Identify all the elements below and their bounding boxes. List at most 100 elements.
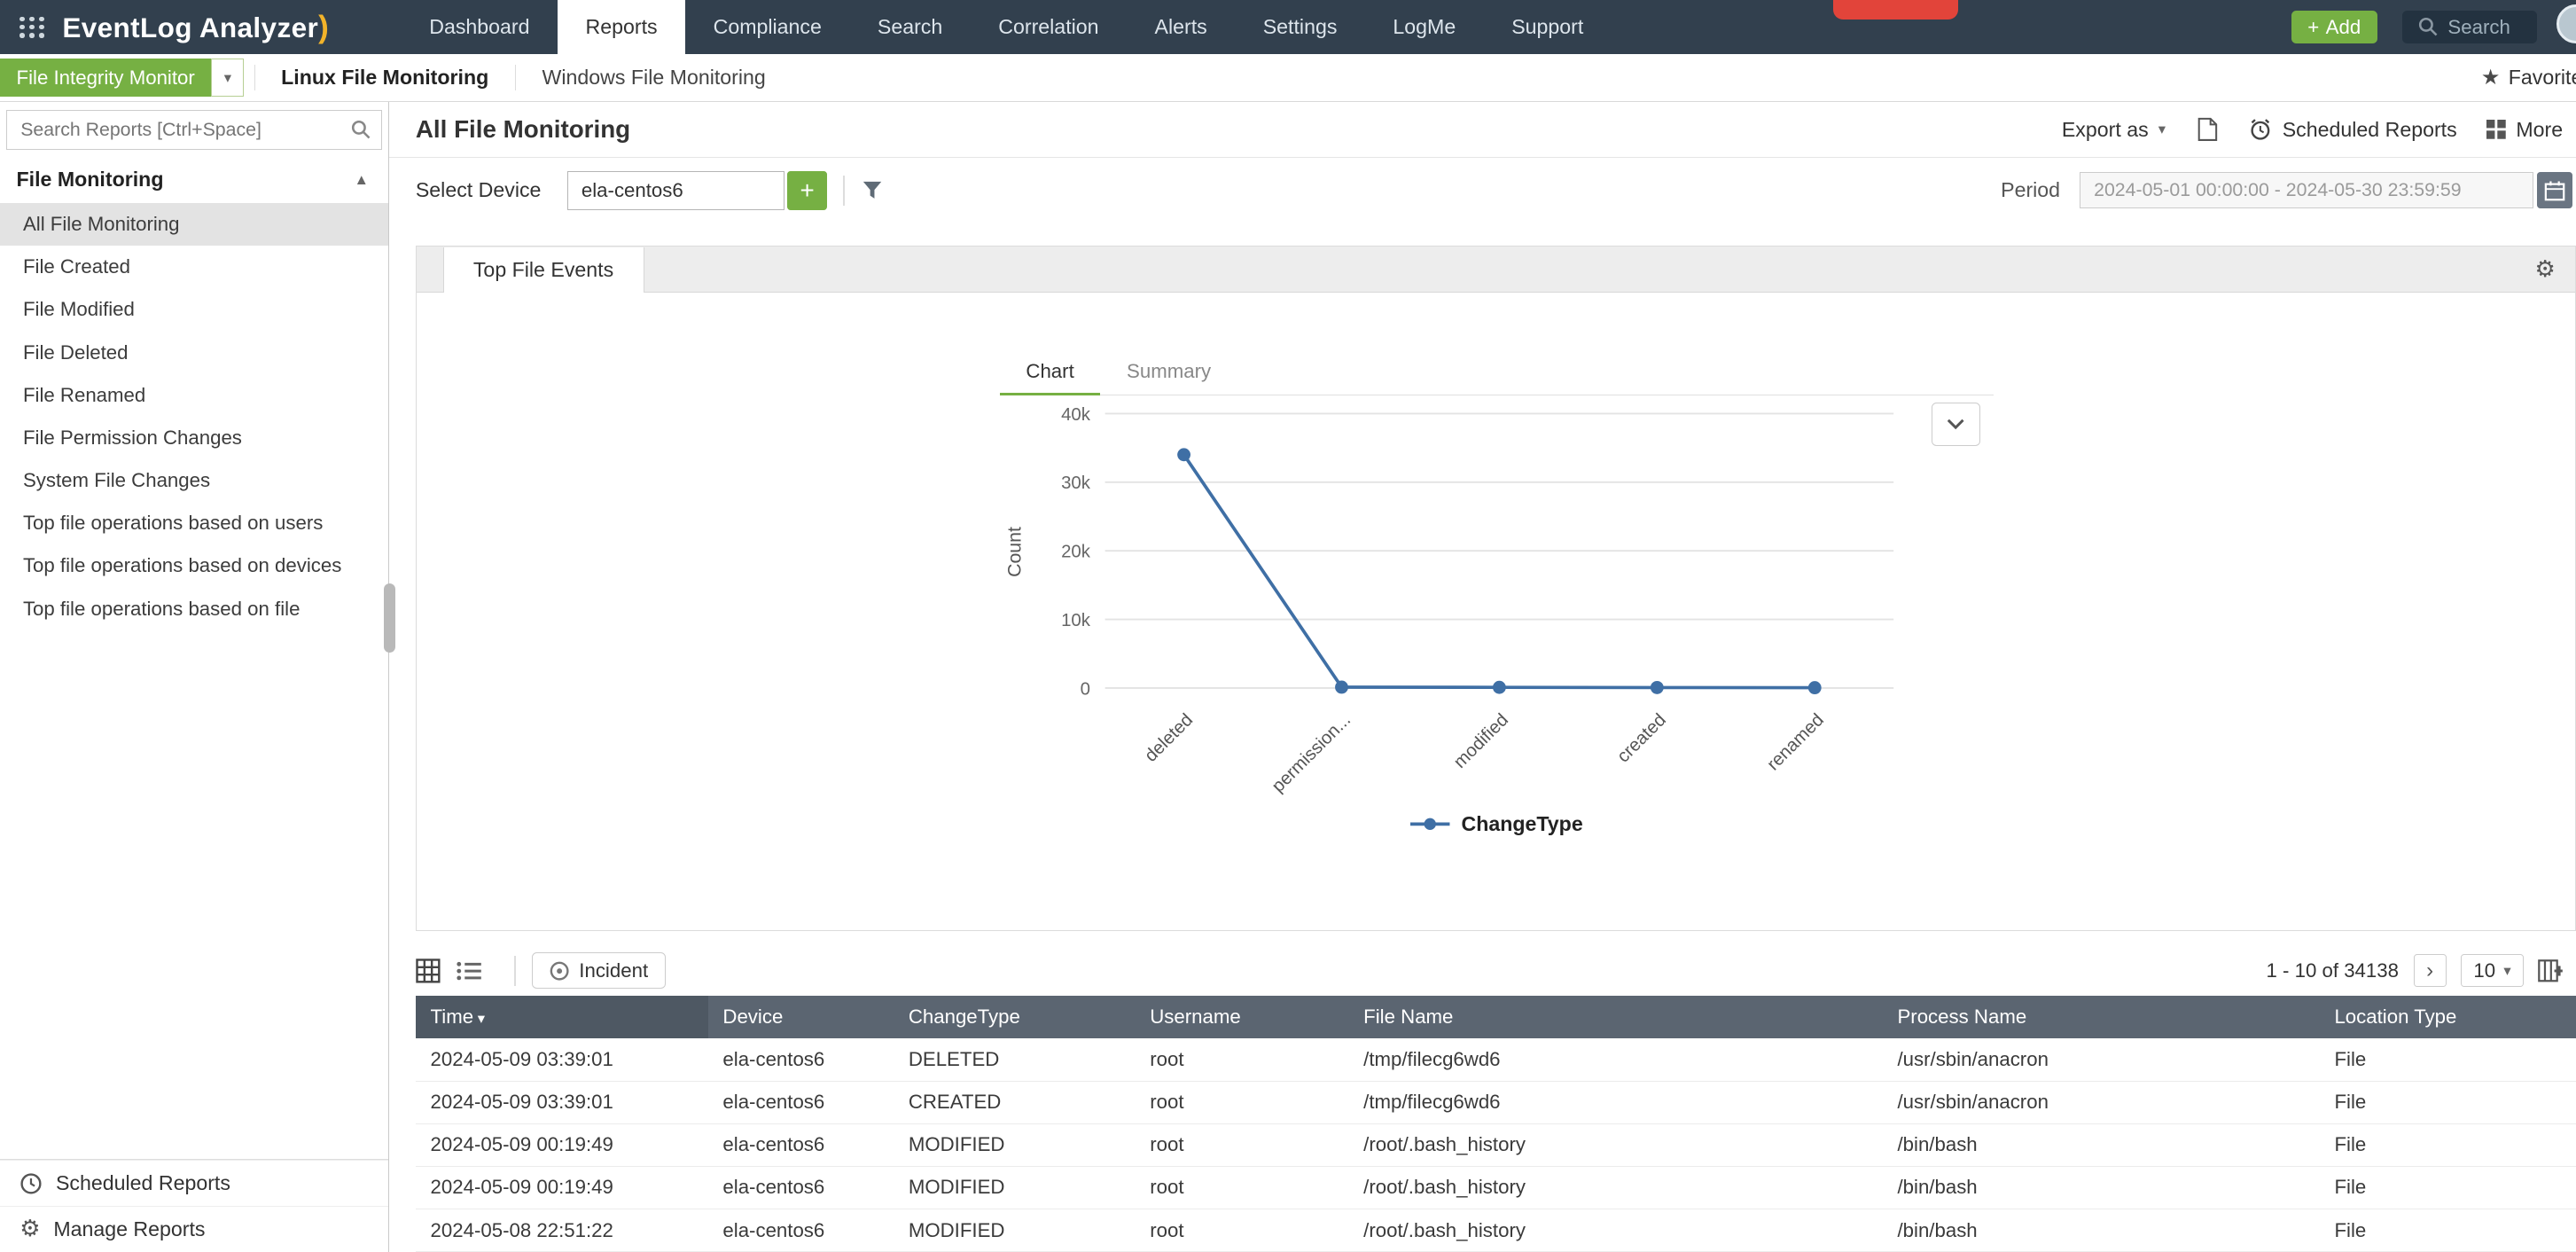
export-as-button[interactable]: Export as ▾ <box>2062 118 2166 142</box>
table-row[interactable]: 2024-05-09 03:39:01 ela-centos6 CREATED roo… <box>415 1081 2576 1124</box>
svg-text:created: created <box>1613 710 1670 767</box>
tab-chart[interactable]: Chart <box>999 352 1101 396</box>
filter-row: Select Device + Period <box>389 158 2576 223</box>
filter-icon[interactable] <box>862 180 883 201</box>
scheduled-reports-button[interactable]: Scheduled Reports <box>2248 117 2457 142</box>
cell: root <box>1135 1037 1349 1082</box>
more-button[interactable]: More <box>2486 118 2563 142</box>
sidebar-item-top-file-operations-based-on-file[interactable]: Top file operations based on file <box>22 597 301 620</box>
sidebar-item-all-file-monitoring[interactable]: All File Monitoring <box>0 202 389 246</box>
sidebar-item-file-created[interactable]: File Created <box>22 255 130 278</box>
column-header-changetype[interactable]: ChangeType <box>894 995 1136 1038</box>
cell: ela-centos6 <box>707 1166 894 1210</box>
tab-top-file-events[interactable]: Top File Events <box>442 246 644 293</box>
page-size-value: 10 <box>2473 959 2496 982</box>
sidebar-item-file-renamed[interactable]: File Renamed <box>22 383 146 406</box>
sidebar-item-file-deleted[interactable]: File Deleted <box>22 340 129 364</box>
nav-logme[interactable]: LogMe <box>1393 15 1456 39</box>
page-size-select[interactable]: 10 ▾ <box>2461 954 2524 988</box>
cell: MODIFIED <box>894 1123 1136 1167</box>
sidebar-section-file-monitoring[interactable]: File Monitoring ▲ <box>0 153 388 203</box>
sidebar-manage-reports[interactable]: ⚙ Manage Reports <box>0 1206 389 1252</box>
sidebar-item-system-file-changes[interactable]: System File Changes <box>22 469 211 492</box>
cell: /root/.bash_history <box>1348 1209 1883 1252</box>
incident-button[interactable]: Incident <box>532 952 666 990</box>
device-input[interactable] <box>567 170 785 211</box>
collapse-icon[interactable]: ▲ <box>354 170 369 188</box>
incident-label: Incident <box>579 959 649 982</box>
column-header-time[interactable]: Time ▾ <box>415 995 708 1038</box>
sidebar-item-top-file-operations-based-on-devices[interactable]: Top file operations based on devices <box>22 554 342 577</box>
select-device-label: Select Device <box>415 178 542 202</box>
tab-summary[interactable]: Summary <box>1127 360 1212 383</box>
cell: /bin/bash <box>1882 1123 2320 1167</box>
calendar-button[interactable] <box>2536 172 2573 209</box>
legend-label: ChangeType <box>1461 812 1583 836</box>
sidebar-footer: Scheduled Reports ⚙ Manage Reports <box>0 1159 389 1252</box>
nav-correlation[interactable]: Correlation <box>998 15 1099 39</box>
user-avatar[interactable] <box>2556 4 2576 44</box>
table-row[interactable]: 2024-05-09 03:39:01 ela-centos6 DELETED roo… <box>415 1037 2576 1082</box>
column-header-file-name[interactable]: File Name <box>1348 995 1883 1038</box>
sidebar-scheduled-reports[interactable]: Scheduled Reports <box>0 1160 389 1206</box>
sidebar-item-top-file-operations-based-on-users[interactable]: Top file operations based on users <box>22 512 324 535</box>
period-input[interactable] <box>2080 172 2533 209</box>
table-view-icon[interactable] <box>416 959 441 983</box>
cell: File <box>2319 1123 2576 1167</box>
logo-swoosh-icon: ) <box>318 9 330 44</box>
export-history-icon[interactable] <box>2196 117 2219 142</box>
column-header-location-type[interactable]: Location Type <box>2319 995 2576 1038</box>
nav-compliance[interactable]: Compliance <box>713 15 822 39</box>
app-launcher-icon[interactable] <box>20 16 46 38</box>
table-row[interactable]: 2024-05-08 22:51:22 ela-centos6 MODIFIED ro… <box>415 1209 2576 1252</box>
table-toolbar: Incident 1 - 10 of 34138 › 10 ▾ <box>416 952 2564 990</box>
report-group-caret[interactable]: ▾ <box>211 59 245 97</box>
add-device-button[interactable]: + <box>787 170 827 211</box>
report-group-select[interactable]: File Integrity Monitor <box>0 59 212 97</box>
scrollbar-thumb[interactable] <box>383 583 395 653</box>
promo-button[interactable] <box>1832 0 1958 20</box>
global-search[interactable]: Search <box>2401 11 2537 44</box>
svg-text:deleted: deleted <box>1141 710 1197 766</box>
nav-dashboard[interactable]: Dashboard <box>429 15 530 39</box>
chevron-down-icon: ▾ <box>2158 121 2166 138</box>
add-button[interactable]: + Add <box>2291 11 2377 44</box>
nav-search[interactable]: Search <box>877 15 943 39</box>
period-label: Period <box>2001 178 2061 202</box>
cell: 2024-05-09 00:19:49 <box>415 1123 708 1167</box>
column-picker-icon[interactable] <box>2538 959 2564 982</box>
content: File Monitoring ▲ All File Monitoring Fil… <box>0 101 2576 1252</box>
search-icon[interactable] <box>351 120 371 139</box>
column-header-process-name[interactable]: Process Name <box>1882 995 2320 1038</box>
table-row[interactable]: 2024-05-09 00:19:49 ela-centos6 MODIFIED ro… <box>415 1123 2576 1167</box>
page-title: All File Monitoring <box>415 115 631 144</box>
svg-text:modified: modified <box>1450 710 1512 772</box>
nav-alerts[interactable]: Alerts <box>1154 15 1207 39</box>
favorite-button[interactable]: ★ Favorite <box>2481 65 2576 90</box>
chevron-down-icon <box>1948 419 1964 430</box>
chart-legend[interactable]: ChangeType <box>1000 812 1994 836</box>
panel-settings-gear-icon[interactable]: ⚙ <box>2534 256 2556 282</box>
column-header-username[interactable]: Username <box>1135 995 1349 1038</box>
sidebar-item-file-permission-changes[interactable]: File Permission Changes <box>22 426 242 449</box>
more-grid-icon <box>2486 119 2506 139</box>
app-logo[interactable]: EventLog Analyzer) <box>62 10 329 45</box>
cell: /root/.bash_history <box>1348 1166 1883 1210</box>
svg-text:40k: 40k <box>1061 404 1091 424</box>
next-page-button[interactable]: › <box>2413 954 2447 988</box>
gear-icon: ⚙ <box>20 1216 41 1241</box>
nav-reports[interactable]: Reports <box>558 0 686 55</box>
cell: /root/.bash_history <box>1348 1123 1883 1167</box>
nav-support[interactable]: Support <box>1511 15 1584 39</box>
subtab-windows-file-monitoring[interactable]: Windows File Monitoring <box>514 64 792 91</box>
subtab-linux-file-monitoring[interactable]: Linux File Monitoring <box>254 64 515 91</box>
report-search-input[interactable] <box>6 110 382 150</box>
column-header-device[interactable]: Device <box>707 995 894 1038</box>
list-view-icon[interactable] <box>457 961 481 981</box>
chart-options-button[interactable] <box>1931 403 1981 446</box>
nav-settings[interactable]: Settings <box>1262 15 1338 39</box>
sidebar-item-file-modified[interactable]: File Modified <box>22 298 135 321</box>
cell: CREATED <box>894 1081 1136 1124</box>
table-body: 2024-05-09 03:39:01 ela-centos6 DELETED roo… <box>415 1037 2576 1252</box>
table-row[interactable]: 2024-05-09 00:19:49 ela-centos6 MODIFIED ro… <box>415 1166 2576 1210</box>
